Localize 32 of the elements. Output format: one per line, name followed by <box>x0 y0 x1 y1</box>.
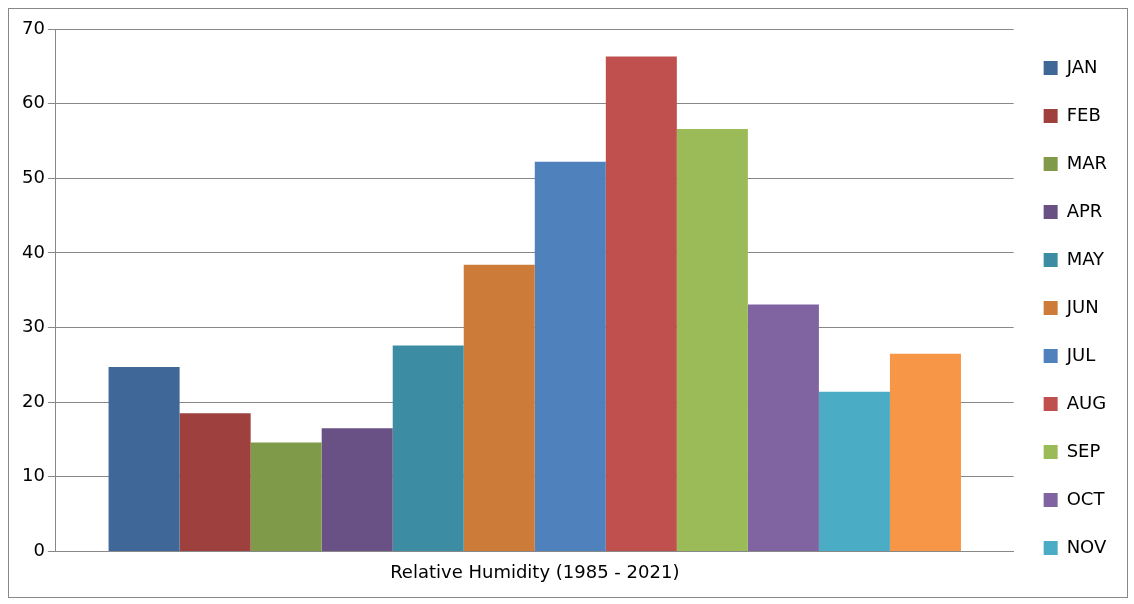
bar <box>818 391 890 551</box>
bar <box>534 161 606 551</box>
x-tick-label: Relative Humidity (1985 - 2021) <box>390 560 680 582</box>
legend-label: NOV <box>1066 535 1107 557</box>
legend-label: APR <box>1066 199 1103 221</box>
legend-label: MAY <box>1066 247 1106 269</box>
bar <box>321 428 393 551</box>
bar <box>463 264 535 551</box>
legend-label: OCT <box>1066 487 1106 509</box>
y-tick-label: 50 <box>22 165 45 187</box>
y-tick-label: 60 <box>22 91 45 113</box>
bar <box>676 129 748 551</box>
y-tick-label: 10 <box>22 464 45 486</box>
y-tick-label: 20 <box>22 389 45 411</box>
legend-label: JUN <box>1065 295 1099 317</box>
bar <box>250 442 322 551</box>
legend-label: MAR <box>1066 151 1108 173</box>
legend-label: AUG <box>1066 391 1107 413</box>
bar <box>392 345 464 551</box>
legend-label: SEP <box>1066 439 1101 461</box>
bar <box>179 413 251 551</box>
legend-label: JUL <box>1065 343 1096 365</box>
bar <box>605 56 677 551</box>
legend-label: FEB <box>1066 103 1101 125</box>
y-tick-label: 40 <box>22 240 45 262</box>
legend-label: JAN <box>1065 55 1098 77</box>
y-tick-label: 0 <box>33 539 45 561</box>
bar <box>747 304 819 551</box>
y-tick-label: 70 <box>22 16 45 38</box>
bar <box>108 367 180 551</box>
bar <box>889 353 961 551</box>
y-tick-label: 30 <box>22 315 45 337</box>
